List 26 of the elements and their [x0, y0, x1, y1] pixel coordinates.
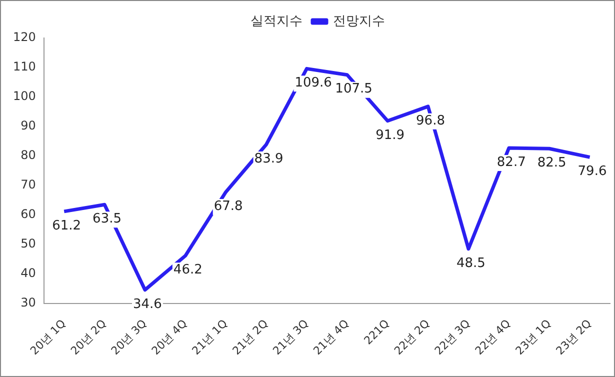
data-label: 48.5: [456, 256, 486, 271]
data-label: 63.5: [92, 212, 122, 227]
y-tick-label: 110: [13, 60, 36, 74]
text: 실적지수: [250, 14, 302, 29]
y-tick-label: 90: [20, 118, 36, 133]
y-tick-label: 40: [20, 266, 36, 280]
data-label: 91.9: [376, 128, 405, 143]
y-tick-label: 70: [20, 178, 36, 192]
data-label: 83.9: [254, 151, 284, 166]
data-label: 109.6: [294, 76, 332, 91]
data-label: 67.8: [214, 198, 243, 214]
data-label: 46.2: [173, 262, 202, 278]
data-label: 82.5: [537, 155, 566, 170]
data-label: 61.2: [52, 218, 82, 234]
data-label: 107.5: [335, 82, 372, 97]
y-tick-label: 30: [20, 296, 36, 310]
data-label: 79.6: [578, 164, 607, 180]
y-tick-label: 60: [20, 207, 36, 222]
data-label: 34.6: [132, 296, 162, 312]
y-tick-label: 50: [20, 236, 36, 251]
data-label: 82.7: [496, 154, 526, 170]
data-label: 96.8: [416, 113, 445, 128]
y-tick-label: 100: [13, 89, 36, 104]
y-tick-label: 80: [20, 148, 36, 162]
y-tick-label: 120: [13, 30, 36, 44]
legend-label: 전망지수: [333, 14, 385, 29]
